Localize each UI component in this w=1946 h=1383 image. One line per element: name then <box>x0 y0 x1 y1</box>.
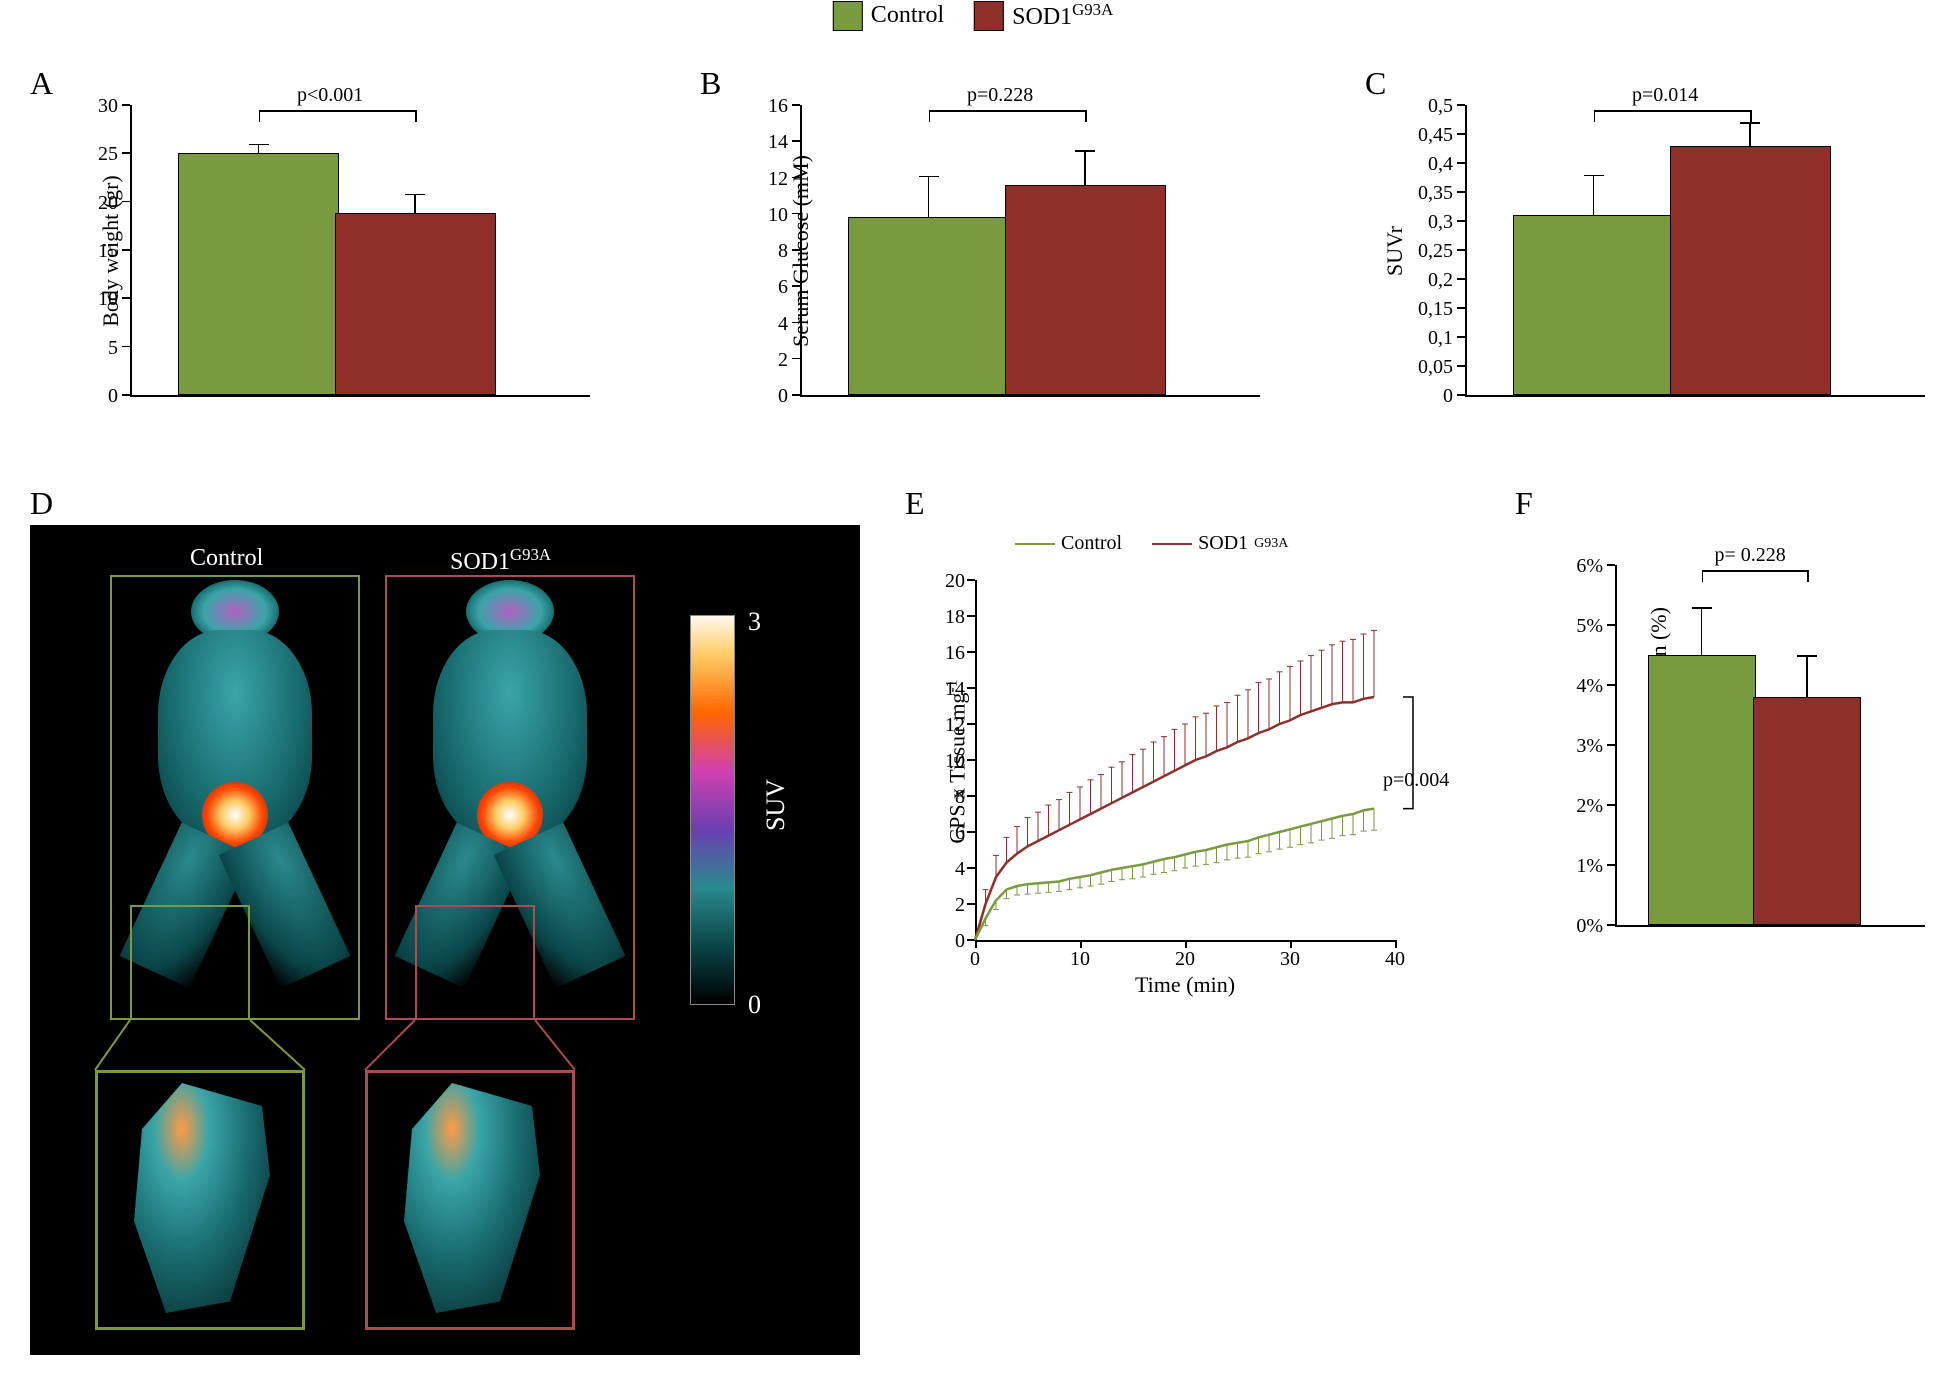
panel-b-chart: 0246810121416Serum Glucose (mM)p=0.228 <box>730 65 1270 425</box>
panel-f-chart: 0%1%2%3%4%5%6%Glucose extraction fractio… <box>1545 525 1935 955</box>
panel-f-label: F <box>1515 485 1533 522</box>
panel-a-chart: 051015202530Body weight (gr)p<0.001 <box>60 65 600 425</box>
legend-sod1: SOD1G93A <box>974 0 1113 31</box>
panel-b-label: B <box>700 65 721 102</box>
legend-control: Control <box>833 0 944 31</box>
panel-e-chart: Control SOD1G93A 02468101214161820010203… <box>905 530 1465 1000</box>
legend-control-swatch <box>833 1 863 31</box>
figure-legend: Control SOD1G93A <box>833 0 1113 31</box>
legend-sod1-label: SOD1G93A <box>1012 0 1113 31</box>
legend-sod1-swatch <box>974 1 1004 31</box>
panel-a-label: A <box>30 65 53 102</box>
panel-d-label: D <box>30 485 53 522</box>
panel-d-image: ControlSOD1G93A 30SUV <box>30 525 860 1355</box>
legend-control-label: Control <box>871 2 944 29</box>
panel-c-label: C <box>1365 65 1386 102</box>
panel-e-label: E <box>905 485 925 522</box>
panel-c-chart: 00,050,10,150,20,250,30,350,40,450,5SUVr… <box>1395 65 1935 425</box>
